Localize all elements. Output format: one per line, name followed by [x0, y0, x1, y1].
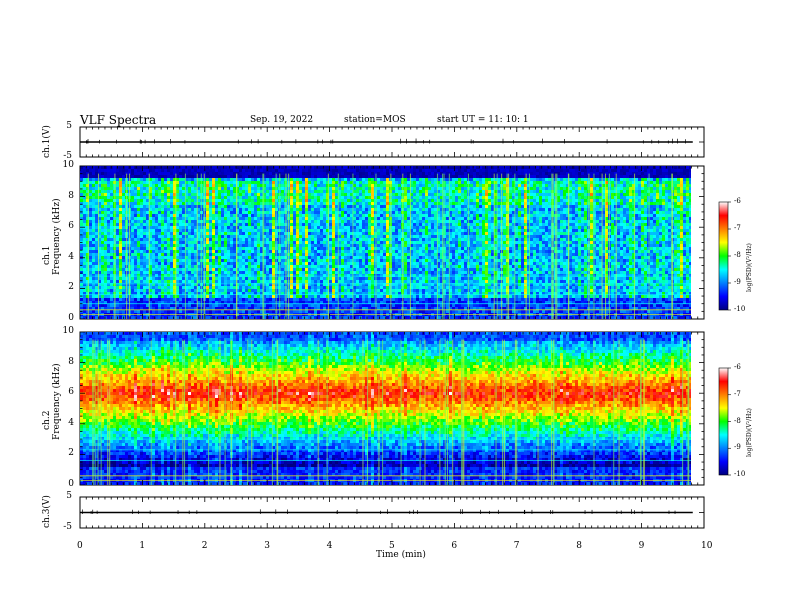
ytick-label: 6 [68, 387, 74, 397]
xtick-label: 5 [389, 541, 395, 551]
ytick-label: -5 [63, 522, 72, 532]
xtick-label: 2 [202, 541, 208, 551]
ytick-label: -5 [63, 151, 72, 161]
xtick-label: 9 [639, 541, 645, 551]
ytick-label: 8 [68, 357, 74, 367]
ytick-label: 8 [68, 191, 74, 201]
ch1-colorbar [718, 201, 729, 311]
colorbar-tick-label: -6 [734, 197, 741, 205]
colorbar-tick-label: -6 [734, 363, 741, 371]
colorbar-tick-label: -8 [734, 417, 741, 425]
ch3-voltage-trace [80, 509, 693, 514]
xtick-label: 8 [576, 541, 582, 551]
ch1-frequency-ylabel: Frequency (kHz) [52, 198, 62, 275]
figure-title: VLF Spectra [80, 113, 156, 127]
axis-ticks [79, 126, 731, 529]
colorbar-tick-label: -7 [734, 390, 741, 398]
xtick-label: 7 [514, 541, 520, 551]
ytick-label: 5 [66, 491, 72, 501]
x-axis-label: Time (min) [376, 550, 426, 560]
colorbar-tick-label: -8 [734, 251, 741, 259]
ytick-label: 2 [68, 448, 74, 458]
xtick-label: 4 [327, 541, 333, 551]
ch2-colorbar [718, 367, 729, 476]
colorbar-tick-label: -7 [734, 224, 741, 232]
ytick-label: 2 [68, 282, 74, 292]
ytick-label: 6 [68, 221, 74, 231]
ytick-label: 4 [68, 418, 74, 428]
station-label: station=MOS [344, 115, 406, 125]
ytick-label: 0 [68, 479, 74, 489]
xtick-label: 10 [701, 541, 712, 551]
ch1-channel-label: ch.1 [42, 246, 52, 265]
xtick-label: 0 [77, 541, 83, 551]
ch1-voltage-trace [80, 138, 693, 144]
xtick-label: 3 [264, 541, 270, 551]
date-label: Sep. 19, 2022 [250, 115, 313, 125]
xtick-label: 1 [139, 541, 145, 551]
xtick-label: 6 [451, 541, 457, 551]
ch3-voltage-ylabel: ch.3(V) [42, 495, 52, 528]
ch2-channel-label: ch.2 [42, 411, 52, 430]
ch1-voltage-ylabel: ch.1(V) [42, 125, 52, 158]
ytick-label: 4 [68, 252, 74, 262]
colorbar-tick-label: -9 [734, 278, 741, 286]
ch2-frequency-ylabel: Frequency (kHz) [52, 363, 62, 440]
ytick-label: 5 [66, 121, 72, 131]
ch2-spectrogram [80, 332, 691, 485]
colorbar-tick-label: -9 [734, 443, 741, 451]
ytick-label: 10 [63, 160, 74, 170]
colorbar-label: log(PSD)(V²/Hz) [746, 243, 753, 292]
colorbar-label: log(PSD)(V²/Hz) [746, 408, 753, 457]
start-time-label: start UT = 11: 10: 1 [437, 115, 529, 125]
colorbar-tick-label: -10 [734, 305, 745, 313]
colorbar-tick-label: -10 [734, 470, 745, 478]
ytick-label: 0 [68, 313, 74, 323]
ch1-spectrogram [80, 166, 691, 319]
ytick-label: 10 [63, 326, 74, 336]
